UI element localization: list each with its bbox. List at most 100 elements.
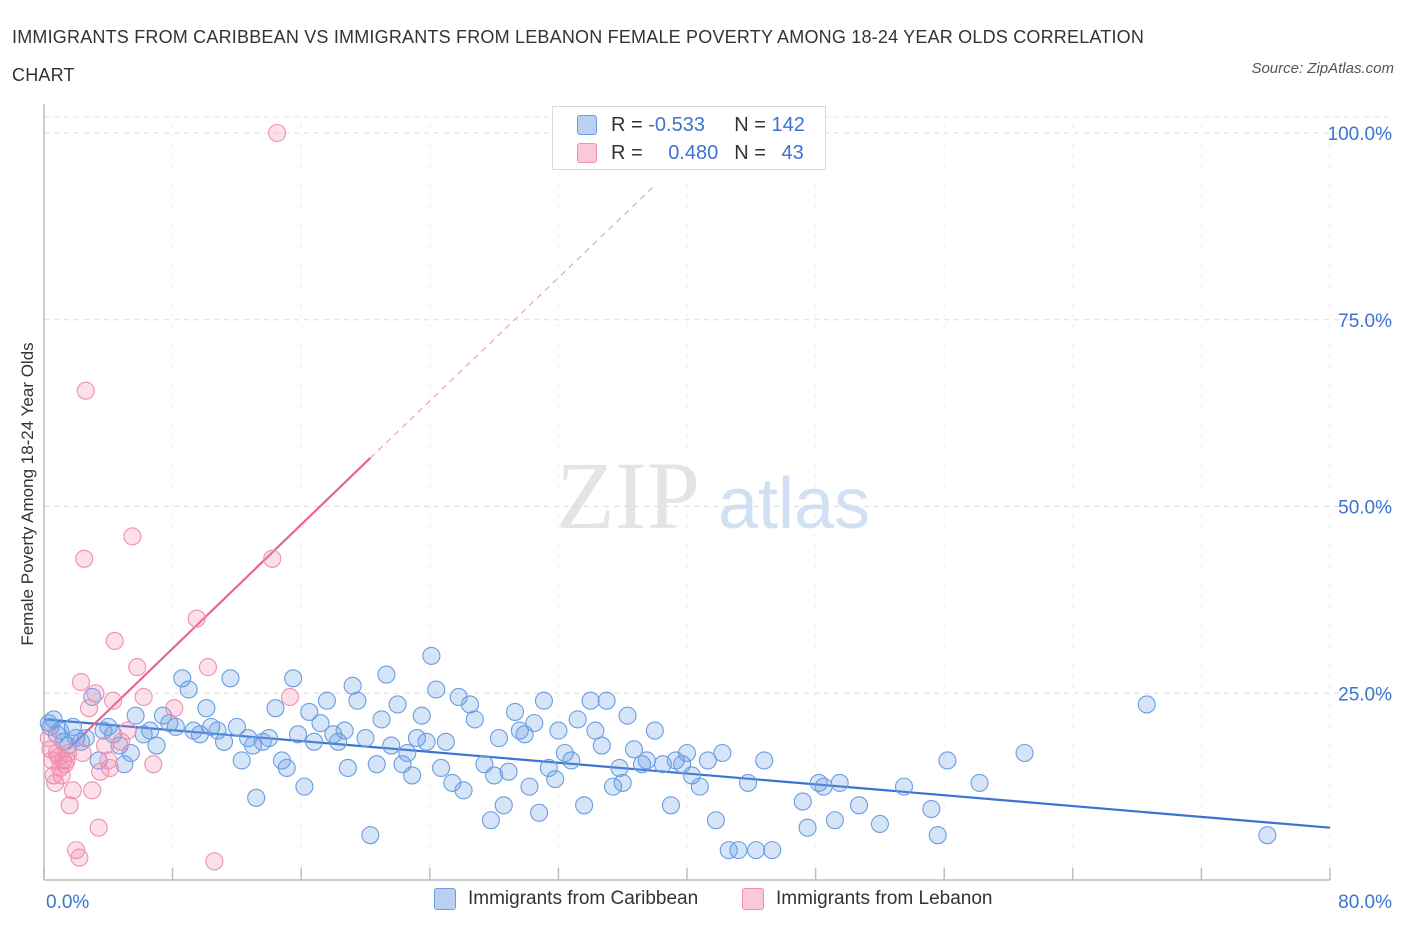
correlation-legend: R = -0.533 N = 142 R = 0.480 N = 43 xyxy=(552,106,826,170)
bottom-legend-caribbean: Immigrants from Caribbean xyxy=(434,888,698,910)
y-tick-label: 100.0% xyxy=(1328,124,1393,145)
data-point-caribbean xyxy=(361,826,380,845)
data-point-caribbean xyxy=(604,777,623,796)
data-point-lebanon xyxy=(104,691,123,710)
data-point-lebanon xyxy=(144,755,163,774)
data-point-caribbean xyxy=(613,773,632,792)
data-point-lebanon xyxy=(59,743,78,763)
y-axis-label: Female Poverty Among 18-24 Year Olds xyxy=(18,342,37,646)
data-point-caribbean xyxy=(311,714,330,733)
legend-n-value: 142 xyxy=(771,113,805,136)
data-point-caribbean xyxy=(126,706,145,725)
data-point-caribbean xyxy=(417,732,436,751)
data-point-caribbean xyxy=(568,710,587,729)
data-point-caribbean xyxy=(443,773,462,792)
data-point-lebanon xyxy=(187,609,206,628)
data-point-caribbean xyxy=(546,770,565,789)
data-point-caribbean xyxy=(525,714,544,733)
data-point-lebanon xyxy=(99,751,118,770)
watermark-zip: ZIP xyxy=(556,442,700,549)
data-point-caribbean xyxy=(449,687,468,707)
data-point-lebanon xyxy=(60,796,79,815)
data-point-caribbean xyxy=(793,792,812,811)
data-point-caribbean xyxy=(637,751,656,770)
data-point-caribbean xyxy=(141,721,160,740)
data-point-caribbean xyxy=(481,811,500,830)
data-point-caribbean xyxy=(830,773,849,792)
data-point-lebanon xyxy=(105,631,124,651)
data-point-caribbean xyxy=(592,736,611,755)
legend-row-caribbean: R = -0.533 N = 142 xyxy=(577,112,805,138)
data-point-caribbean xyxy=(555,743,574,763)
bottom-legend-lebanon-label: Immigrants from Lebanon xyxy=(776,888,993,909)
series-caribbean xyxy=(39,646,1277,860)
data-point-lebanon xyxy=(280,687,299,707)
data-point-caribbean xyxy=(63,717,82,736)
data-point-lebanon xyxy=(63,781,82,800)
series-lebanon xyxy=(39,123,299,871)
data-point-lebanon xyxy=(263,549,282,568)
lebanon-swatch xyxy=(577,143,597,163)
data-point-caribbean xyxy=(485,766,504,785)
trend-line-lebanon-extension xyxy=(369,184,656,459)
data-point-lebanon xyxy=(128,658,147,677)
data-point-lebanon xyxy=(76,381,95,400)
data-point-caribbean xyxy=(432,758,451,778)
data-point-caribbean xyxy=(610,758,629,778)
legend-r-label: R = xyxy=(611,113,643,136)
source-label: Source: ZipAtlas.com xyxy=(1251,60,1394,77)
chart-title: IMMIGRANTS FROM CARIBBEAN VS IMMIGRANTS … xyxy=(12,27,1145,85)
data-point-caribbean xyxy=(335,721,354,740)
trend-line-caribbean xyxy=(43,718,1331,829)
lebanon-swatch xyxy=(742,888,764,910)
data-point-caribbean xyxy=(403,766,422,785)
data-point-lebanon xyxy=(70,848,89,867)
watermark: ZIP atlas xyxy=(556,442,870,549)
legend-r-value: -0.533 xyxy=(648,113,705,136)
data-point-caribbean xyxy=(266,699,285,718)
data-point-caribbean xyxy=(690,777,709,796)
data-point-caribbean xyxy=(763,841,782,860)
data-point-lebanon xyxy=(86,684,105,703)
data-point-caribbean xyxy=(221,669,240,688)
data-point-caribbean xyxy=(530,803,549,822)
data-point-caribbean xyxy=(539,758,558,778)
data-point-caribbean xyxy=(460,695,480,714)
data-point-caribbean xyxy=(232,751,251,770)
data-point-lebanon xyxy=(75,549,94,568)
data-point-caribbean xyxy=(382,736,401,755)
data-point-caribbean xyxy=(372,710,391,729)
legend-row-lebanon: R = 0.480 N = 43 xyxy=(577,140,804,166)
trend-lines xyxy=(43,184,1331,829)
data-point-caribbean xyxy=(713,743,732,763)
data-point-caribbean xyxy=(398,743,417,763)
data-point-caribbean xyxy=(247,788,266,807)
data-point-lebanon xyxy=(96,736,115,755)
data-point-caribbean xyxy=(343,676,362,695)
legend-n-label: N = xyxy=(734,141,766,164)
trend-line-lebanon xyxy=(67,457,372,751)
data-point-caribbean xyxy=(295,777,314,796)
data-point-caribbean xyxy=(173,669,192,688)
data-point-caribbean xyxy=(317,691,336,710)
data-point-caribbean xyxy=(243,736,263,755)
data-point-caribbean xyxy=(454,781,473,800)
data-point-caribbean xyxy=(706,811,725,830)
data-point-caribbean xyxy=(427,680,446,699)
caribbean-swatch xyxy=(434,888,456,910)
data-point-caribbean xyxy=(549,721,568,740)
y-tick-label: 75.0% xyxy=(1338,311,1392,332)
data-point-caribbean xyxy=(894,777,914,796)
data-point-caribbean xyxy=(208,721,227,740)
data-point-lebanon xyxy=(73,743,92,763)
data-point-caribbean xyxy=(1015,743,1034,763)
y-tick-label: 25.0% xyxy=(1338,684,1392,705)
data-point-caribbean xyxy=(329,732,348,751)
data-point-caribbean xyxy=(1258,826,1277,845)
data-point-caribbean xyxy=(661,796,680,815)
data-point-caribbean xyxy=(89,751,108,770)
data-point-caribbean xyxy=(422,646,441,665)
data-point-caribbean xyxy=(729,841,748,860)
data-point-caribbean xyxy=(377,665,396,684)
